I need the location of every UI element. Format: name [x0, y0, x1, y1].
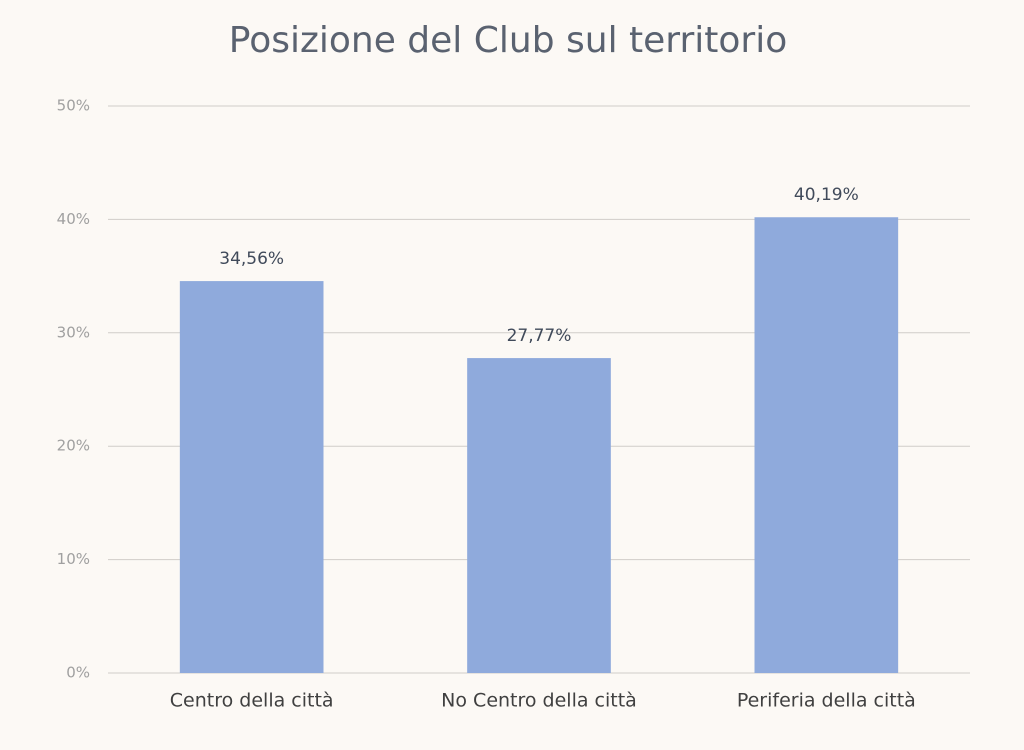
bar: [467, 358, 611, 673]
y-tick-label: 30%: [57, 323, 90, 341]
x-tick-label: Centro della città: [170, 690, 334, 712]
data-label: 40,19%: [794, 185, 859, 205]
y-tick-label: 50%: [57, 97, 90, 115]
y-tick-label: 20%: [57, 437, 90, 455]
data-label: 34,56%: [219, 249, 284, 269]
x-tick-label: Periferia della città: [737, 690, 916, 712]
y-tick-label: 10%: [57, 550, 90, 568]
y-tick-label: 40%: [57, 210, 90, 228]
y-tick-label: 0%: [66, 664, 90, 682]
data-label: 27,77%: [507, 326, 572, 346]
bar: [754, 217, 899, 673]
chart-title: Posizione del Club sul territorio: [229, 20, 787, 61]
bar: [179, 281, 324, 673]
x-tick-label: No Centro della città: [441, 690, 637, 712]
